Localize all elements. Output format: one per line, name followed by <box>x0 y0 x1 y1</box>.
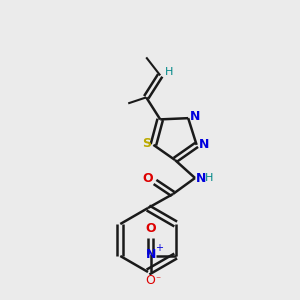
Text: S: S <box>142 137 151 150</box>
Text: +: + <box>155 243 163 253</box>
Text: N: N <box>190 110 200 123</box>
Text: O: O <box>143 172 153 185</box>
Text: O: O <box>146 223 156 236</box>
Text: H: H <box>165 68 173 77</box>
Text: N: N <box>146 248 156 260</box>
Text: O: O <box>145 274 155 287</box>
Text: N: N <box>196 172 206 184</box>
Text: N: N <box>198 138 209 152</box>
Text: ⁻: ⁻ <box>155 275 160 285</box>
Text: H: H <box>205 173 213 183</box>
